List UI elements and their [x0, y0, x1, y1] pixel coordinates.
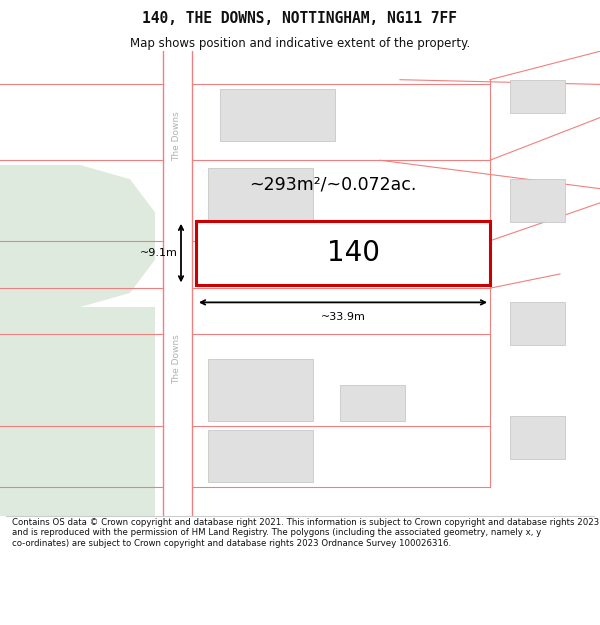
Text: Map shows position and indicative extent of the property.: Map shows position and indicative extent…	[130, 37, 470, 50]
Text: Contains OS data © Crown copyright and database right 2021. This information is : Contains OS data © Crown copyright and d…	[12, 518, 599, 548]
Bar	[510, 79, 565, 113]
Text: The Downs: The Downs	[173, 112, 182, 161]
Bar	[510, 179, 565, 222]
Polygon shape	[0, 165, 155, 307]
Text: ~9.1m: ~9.1m	[140, 248, 178, 258]
Text: ~293m²/~0.072ac.: ~293m²/~0.072ac.	[250, 176, 416, 194]
Bar	[510, 302, 565, 345]
Text: 140: 140	[326, 239, 380, 267]
Text: The Downs: The Downs	[173, 334, 182, 384]
Bar	[208, 431, 313, 482]
Text: ~33.9m: ~33.9m	[320, 312, 365, 322]
Bar	[510, 416, 565, 459]
Bar	[196, 221, 490, 286]
Bar	[220, 89, 335, 141]
Bar	[208, 359, 313, 421]
Bar	[340, 385, 405, 421]
Bar	[208, 168, 313, 227]
Bar	[208, 227, 313, 279]
Text: 140, THE DOWNS, NOTTINGHAM, NG11 7FF: 140, THE DOWNS, NOTTINGHAM, NG11 7FF	[143, 11, 458, 26]
Bar	[0, 307, 155, 516]
